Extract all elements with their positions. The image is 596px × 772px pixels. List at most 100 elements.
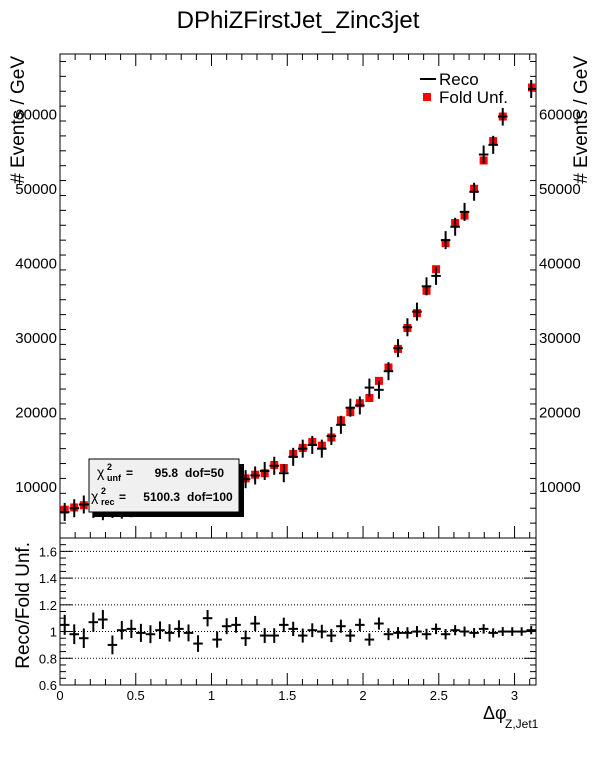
ratio-point	[259, 628, 270, 644]
main-y-tick-label-right: 20000	[539, 404, 581, 421]
main-y-tick-label-right: 60000	[539, 107, 581, 124]
reco-point	[259, 461, 270, 480]
reco-point	[250, 466, 260, 485]
reco-point	[469, 182, 479, 201]
chi2-stats-box: χ 2 unf = 95.8 dof=50 χ 2 rec = 5100.3 d…	[88, 458, 244, 517]
ratio-frame	[59, 537, 537, 686]
reco-point	[478, 145, 489, 164]
ratio-y-tick-label: 1	[50, 625, 57, 640]
reco-point	[488, 135, 498, 154]
reco-point	[307, 435, 318, 454]
main-y-axis-label-right: # Events / GeV	[571, 56, 592, 184]
reco-point	[336, 415, 346, 434]
ratio-point	[516, 627, 527, 636]
ratio-point	[59, 614, 70, 635]
ratio-point	[69, 624, 80, 645]
ratio-point	[412, 625, 422, 638]
reco-point	[431, 266, 441, 285]
ratio-point	[507, 627, 518, 636]
ratio-point	[336, 619, 346, 633]
x-axis-label-main: Δφ	[483, 703, 507, 723]
main-y-tick-label: 10000	[15, 479, 57, 496]
ratio-point	[374, 617, 384, 630]
ratio-point	[488, 628, 498, 638]
reco-point	[317, 439, 327, 458]
chart-title: DPhiZFirstJet_Zinc3jet	[177, 7, 420, 34]
reco-point	[374, 380, 384, 399]
reco-point	[297, 439, 308, 458]
ratio-point	[393, 627, 403, 639]
ratio-point	[240, 630, 251, 646]
main-x-axis	[59, 54, 531, 538]
ratio-y-tick-label: 1.4	[39, 571, 57, 586]
main-y-axis: 10000 10000 20000 20000 30000 30000 40000 40000…	[15, 60, 581, 524]
ratio-point	[183, 624, 194, 642]
main-y-tick-label: 20000	[15, 404, 57, 421]
ratio-point	[288, 621, 298, 636]
ratio-y-tick-label: 1.2	[39, 598, 57, 613]
ratio-point	[317, 624, 327, 639]
x-tick-label: 1	[208, 688, 215, 703]
stats-chi2-rec-sub: rec	[101, 497, 115, 507]
stats-chi2-rec-symbol: χ	[91, 488, 99, 504]
x-axis-label-sub: Z,Jet1	[505, 717, 539, 731]
ratio-point	[345, 629, 356, 642]
ratio-point	[164, 624, 175, 642]
stats-chi2-unf-sub: unf	[107, 473, 122, 483]
stats-chi2-unf-dof: dof=50	[185, 466, 224, 480]
main-y-tick-label-right: 10000	[539, 479, 581, 496]
ratio-point	[279, 617, 289, 633]
main-panel: 10000 10000 20000 20000 30000 30000 40000 40000…	[8, 53, 592, 539]
x-tick-label: 3	[511, 688, 518, 703]
main-y-axis-label-left: # Events / GeV	[8, 56, 29, 184]
reco-point	[279, 464, 289, 483]
ratio-point	[431, 623, 441, 635]
ratio-y-tick-label: 0.8	[39, 651, 57, 666]
ratio-point	[117, 620, 127, 640]
main-data-points	[59, 79, 536, 521]
reco-point	[326, 426, 337, 445]
ratio-point	[88, 612, 99, 632]
main-y-tick-label-right: 30000	[539, 330, 581, 347]
stats-chi2-unf-value: 95.8	[155, 466, 179, 480]
ratio-point	[136, 623, 146, 642]
ratio-point	[364, 633, 375, 646]
ratio-point	[193, 635, 203, 652]
reco-point	[450, 217, 460, 236]
ratio-point	[250, 615, 260, 632]
stats-chi2-rec-eq: =	[119, 490, 126, 504]
ratio-point	[145, 625, 156, 644]
ratio-point	[126, 619, 137, 639]
stats-chi2-rec-sup: 2	[101, 486, 106, 496]
reco-point	[69, 499, 80, 518]
stats-chi2-unf-eq: =	[126, 466, 133, 480]
ratio-point	[98, 609, 108, 630]
ratio-point	[497, 627, 508, 637]
legend-reco-label: Reco	[439, 70, 479, 89]
legend-fold-label: Fold Unf.	[439, 88, 508, 107]
stats-box-panel	[88, 458, 240, 513]
stats-chi2-unf-symbol: χ	[97, 464, 105, 480]
ratio-y-axis: 0.6 0.8 1 1.2 1.4 1.6	[39, 537, 536, 693]
legend: Reco Fold Unf.	[412, 68, 528, 108]
reco-point	[402, 318, 413, 337]
reco-point	[345, 398, 356, 417]
ratio-point	[269, 628, 280, 643]
main-y-tick-label: 60000	[15, 107, 57, 124]
main-y-tick-label-right: 40000	[539, 255, 581, 272]
x-tick-label: 1.5	[278, 688, 296, 703]
fold-unf-point	[365, 394, 374, 403]
x-axis-label: Δφ Z,Jet1	[483, 703, 539, 731]
ratio-point	[174, 620, 184, 638]
reco-point	[383, 362, 394, 381]
ratio-data-points	[59, 609, 536, 655]
ratio-point	[469, 628, 479, 638]
ratio-point	[450, 625, 460, 636]
main-y-tick-label: 30000	[15, 330, 57, 347]
stats-chi2-rec-dof: dof=100	[187, 490, 233, 504]
ratio-point	[307, 623, 318, 638]
ratio-point	[155, 621, 165, 640]
ratio-point	[459, 626, 470, 637]
stats-chi2-rec-value: 5100.3	[143, 490, 180, 504]
x-tick-label: 2.5	[430, 688, 448, 703]
